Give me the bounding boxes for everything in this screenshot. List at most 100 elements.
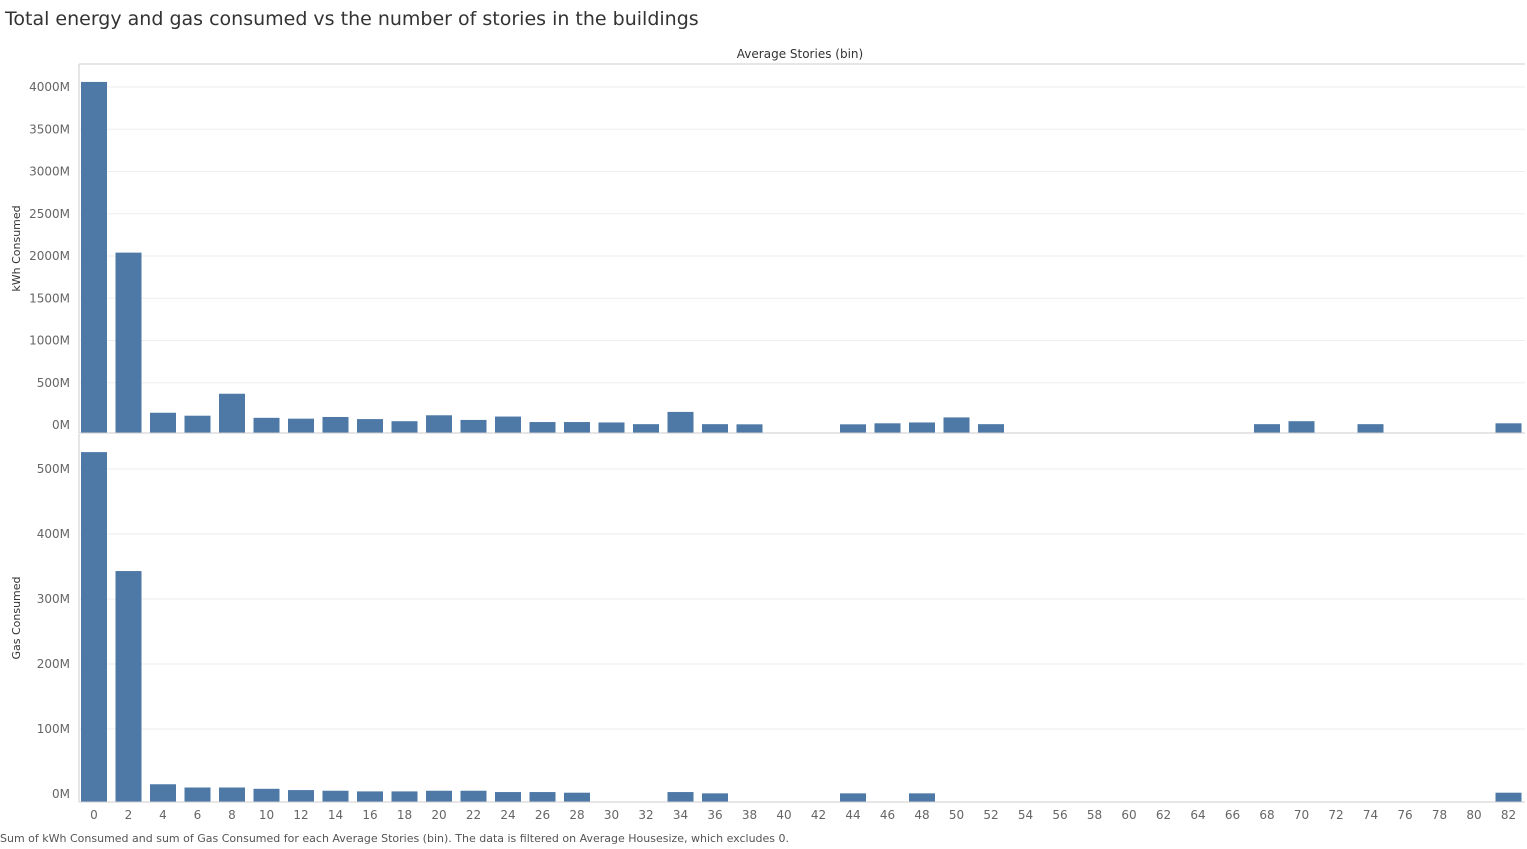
bar-36[interactable] (702, 424, 728, 433)
x-tick-label: 20 (431, 808, 446, 822)
bar-20[interactable] (426, 415, 452, 433)
x-tick-label: 24 (500, 808, 515, 822)
y-tick-label: 1000M (29, 334, 70, 348)
bar-2[interactable] (115, 252, 142, 433)
bar-38[interactable] (736, 424, 763, 433)
y-tick-label: 2500M (29, 207, 70, 221)
bar-22[interactable] (460, 419, 487, 433)
bar-46[interactable] (874, 423, 901, 433)
x-tick-label: 2 (125, 808, 133, 822)
y-axis-title: kWh Consumed (10, 205, 23, 291)
bar-22[interactable] (460, 790, 487, 802)
x-tick-label: 40 (776, 808, 791, 822)
x-tick-label: 4 (159, 808, 167, 822)
bar-4[interactable] (150, 412, 176, 433)
y-tick-label: 0M (52, 418, 70, 432)
bar-10[interactable] (253, 788, 280, 802)
bar-18[interactable] (391, 421, 418, 433)
x-tick-label: 46 (880, 808, 895, 822)
x-tick-label: 64 (1190, 808, 1205, 822)
bar-18[interactable] (391, 791, 418, 802)
bar-68[interactable] (1254, 424, 1280, 433)
x-tick-label: 14 (328, 808, 343, 822)
bar-34[interactable] (667, 411, 694, 433)
bar-8[interactable] (219, 393, 245, 433)
bar-14[interactable] (322, 790, 349, 802)
x-tick-label: 30 (604, 808, 619, 822)
bar-28[interactable] (564, 422, 590, 433)
y-tick-label: 300M (37, 592, 70, 606)
bar-0[interactable] (81, 452, 107, 802)
x-tick-label: 52 (983, 808, 998, 822)
bar-82[interactable] (1495, 423, 1522, 433)
bar-12[interactable] (288, 790, 314, 802)
y-tick-label: 3500M (29, 122, 70, 136)
x-tick-label: 12 (293, 808, 308, 822)
bar-48[interactable] (909, 793, 935, 802)
x-tick-label: 68 (1259, 808, 1274, 822)
x-tick-label: 80 (1466, 808, 1481, 822)
bar-26[interactable] (529, 422, 556, 433)
y-tick-label: 400M (37, 527, 70, 541)
bar-32[interactable] (633, 424, 659, 433)
bar-70[interactable] (1288, 421, 1315, 433)
bar-4[interactable] (150, 784, 176, 802)
x-tick-label: 66 (1225, 808, 1240, 822)
bar-16[interactable] (357, 419, 383, 433)
bar-12[interactable] (288, 418, 314, 433)
x-tick-label: 72 (1328, 808, 1343, 822)
chart-title: Total energy and gas consumed vs the num… (5, 8, 699, 30)
bar-30[interactable] (598, 422, 625, 433)
bar-6[interactable] (184, 787, 211, 803)
x-tick-label: 28 (569, 808, 584, 822)
y-tick-label: 500M (37, 462, 70, 476)
bar-74[interactable] (1357, 424, 1384, 433)
y-axis-title: Gas Consumed (10, 576, 23, 659)
bar-16[interactable] (357, 791, 383, 802)
x-tick-label: 22 (466, 808, 481, 822)
bar-8[interactable] (219, 787, 245, 803)
bar-14[interactable] (322, 416, 349, 433)
bar-82[interactable] (1495, 792, 1522, 802)
x-tick-label: 76 (1397, 808, 1412, 822)
bar-0[interactable] (81, 81, 107, 434)
bar-50[interactable] (943, 417, 970, 433)
x-tick-label: 16 (362, 808, 377, 822)
panel-2: 0M 100M 200M 300M 400M 500M Gas Consumed (10, 434, 1525, 803)
chart-caption: Sum of kWh Consumed and sum of Gas Consu… (0, 832, 790, 845)
x-tick-label: 82 (1501, 808, 1516, 822)
bar-26[interactable] (529, 792, 556, 802)
y-tick-label: 0M (52, 787, 70, 801)
bar-44[interactable] (840, 424, 866, 433)
x-tick-label: 32 (638, 808, 653, 822)
x-tick-label: 54 (1018, 808, 1033, 822)
bar-52[interactable] (978, 424, 1004, 433)
bar-44[interactable] (840, 793, 866, 802)
y-tick-label: 3000M (29, 165, 70, 179)
x-tick-label: 62 (1156, 808, 1171, 822)
bar-28[interactable] (564, 792, 590, 802)
bar-2[interactable] (115, 571, 142, 802)
x-tick-label: 74 (1363, 808, 1378, 822)
x-tick-label: 58 (1087, 808, 1102, 822)
bar-6[interactable] (184, 415, 211, 433)
bar-20[interactable] (426, 790, 452, 802)
bar-48[interactable] (909, 422, 935, 433)
panel-1: 0M 500M 1000M 1500M 2000M 2500M 3000M 3500M 4000… (10, 63, 1525, 434)
bar-24[interactable] (495, 792, 521, 802)
bar-34[interactable] (667, 792, 694, 802)
x-tick-label: 6 (194, 808, 202, 822)
x-tick-label: 42 (811, 808, 826, 822)
x-axis-title: Average Stories (bin) (737, 47, 863, 61)
bar-10[interactable] (253, 417, 280, 433)
bar-24[interactable] (495, 416, 521, 433)
bar-36[interactable] (702, 793, 728, 802)
x-tick-label: 48 (914, 808, 929, 822)
x-tick-label: 60 (1121, 808, 1136, 822)
x-tick-label: 36 (707, 808, 722, 822)
x-tick-label: 8 (228, 808, 236, 822)
x-tick-label: 56 (1052, 808, 1067, 822)
x-tick-label: 70 (1294, 808, 1309, 822)
x-tick-label: 44 (845, 808, 860, 822)
